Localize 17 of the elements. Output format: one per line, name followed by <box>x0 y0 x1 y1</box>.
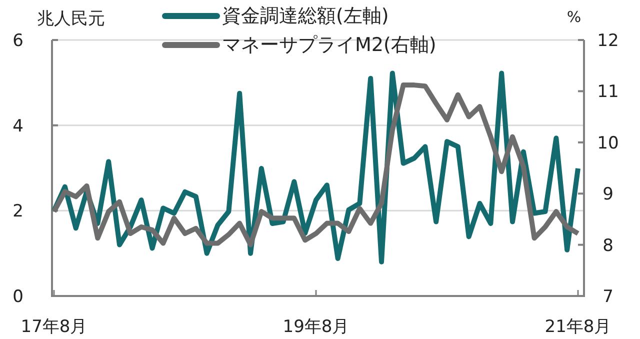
y2tick: 12 <box>597 31 619 51</box>
ytick: 4 <box>12 116 24 136</box>
y2tick: 11 <box>597 82 619 102</box>
xtick: 19年8月 <box>282 317 350 337</box>
y2tick: 7 <box>602 287 614 307</box>
ytick: 2 <box>12 202 24 222</box>
y2tick: 10 <box>597 133 619 154</box>
y2label: % <box>566 8 582 26</box>
xtick: 17年8月 <box>20 317 88 337</box>
xtick: 21年8月 <box>544 317 612 337</box>
y2tick: 9 <box>602 184 614 205</box>
y2tick: 8 <box>602 236 614 256</box>
legend: マネーサプライM2(右軸) <box>222 34 436 56</box>
legend: 資金調達総額(左軸) <box>222 5 389 27</box>
ytick: 0 <box>12 287 24 307</box>
ylabel: 兆人民元 <box>37 9 105 29</box>
ytick: 6 <box>12 31 24 51</box>
